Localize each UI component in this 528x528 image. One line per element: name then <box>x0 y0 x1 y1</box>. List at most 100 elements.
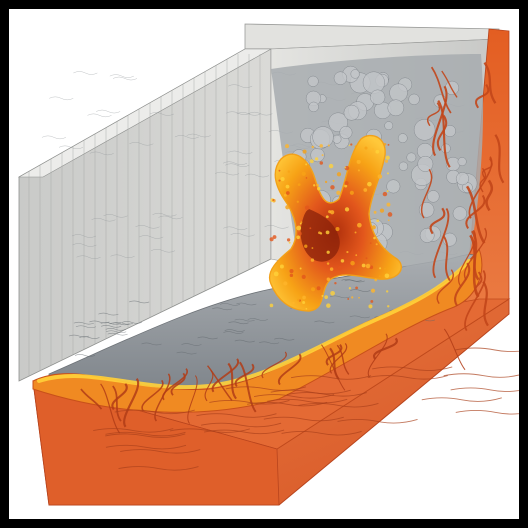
base-streak <box>120 449 201 454</box>
plume-speckle <box>292 301 295 305</box>
wall-mesh-stroke <box>236 112 261 116</box>
magma-root <box>80 388 103 410</box>
magma-root <box>494 134 505 184</box>
base-streak <box>450 387 519 392</box>
basin-ripple <box>212 307 233 311</box>
plume-speckle <box>354 145 357 148</box>
plume-speckle <box>296 298 300 302</box>
plume-speckle <box>304 205 310 210</box>
magma-root <box>475 83 490 109</box>
base-streak <box>270 389 351 395</box>
plume-speckle <box>365 257 368 260</box>
basin-ripple <box>107 332 128 336</box>
magma-root <box>329 342 348 374</box>
wall-mesh-stroke <box>222 161 248 165</box>
plume-speckle <box>285 191 290 195</box>
base-streak <box>421 397 502 402</box>
magma-root <box>206 365 233 401</box>
basin-ripple <box>344 279 365 283</box>
plume-speckle <box>365 263 371 269</box>
magma-root <box>432 85 448 157</box>
wall-mesh-stroke <box>103 214 128 218</box>
magma-root <box>429 207 446 235</box>
basin-ripple <box>73 321 94 325</box>
plume-speckle <box>313 184 316 187</box>
plume-speckle <box>325 230 330 235</box>
plume-speckle <box>310 258 315 262</box>
magma-root <box>437 100 451 168</box>
base-streak <box>201 422 282 428</box>
plume-speckle <box>304 244 308 248</box>
wall-mesh-stroke <box>73 71 98 75</box>
plume-speckle <box>379 267 382 270</box>
basin-ripple <box>349 315 370 319</box>
wave-curl <box>406 152 417 163</box>
plume-speckle <box>361 263 366 268</box>
plume-speckle <box>316 183 319 187</box>
wave-curl <box>413 119 436 141</box>
base-streak <box>196 413 277 418</box>
plume-speckle <box>344 181 349 186</box>
magma-root <box>170 372 186 396</box>
plume-speckle <box>289 269 294 274</box>
plume-speckle <box>311 247 314 249</box>
basin-ripple <box>258 341 280 345</box>
basin-ripple <box>234 339 255 343</box>
base-streak <box>204 429 285 435</box>
plume-speckle <box>378 275 381 278</box>
plume-speckle <box>296 200 299 203</box>
magma-root <box>454 262 471 307</box>
plume-speckle <box>373 210 377 214</box>
illustration-canvas <box>9 9 519 519</box>
plume-speckle <box>387 219 390 222</box>
plume-speckle <box>280 176 285 182</box>
base-streak <box>105 433 186 438</box>
wave-curl <box>398 161 409 171</box>
wall-mesh-stroke <box>58 145 84 150</box>
plume-speckle <box>370 299 374 303</box>
plume-speckle <box>358 296 360 299</box>
base-streak <box>281 430 362 436</box>
magma-root <box>441 70 458 98</box>
magma-root <box>427 102 441 127</box>
wall-mesh-stroke <box>244 173 270 178</box>
plume-speckle <box>355 286 358 290</box>
wave-curl <box>408 93 420 105</box>
wall-mesh-stroke <box>174 135 200 139</box>
plume-speckle <box>346 250 349 254</box>
plume-speckle <box>336 172 342 177</box>
magma-root <box>211 358 240 393</box>
base-streak <box>454 347 519 353</box>
plume-speckle <box>272 199 275 202</box>
plume-speckle <box>285 184 290 189</box>
wall-mesh-stroke <box>214 171 240 176</box>
plume-speckle <box>351 296 354 299</box>
wall-mesh-stroke <box>152 212 177 217</box>
wall-mesh-stroke <box>72 243 97 247</box>
plume-speckle <box>364 146 368 150</box>
wave-curl <box>427 190 440 203</box>
basin-ripple <box>75 325 97 329</box>
basin-ripple <box>234 318 255 322</box>
plume-speckle <box>330 290 335 296</box>
plume-speckle <box>332 179 335 182</box>
wall-mesh-stroke <box>91 217 116 222</box>
magma-root <box>111 383 128 411</box>
plume-speckle <box>269 303 274 308</box>
magma-root <box>465 185 486 244</box>
plume-speckle <box>309 227 312 230</box>
basin-ripple <box>106 330 127 334</box>
base-streak <box>455 409 519 415</box>
plume-speckle <box>309 159 314 164</box>
wall-mesh-stroke <box>112 76 138 81</box>
plume-speckle <box>330 210 335 215</box>
plume-speckle <box>363 188 368 192</box>
base-streak <box>93 428 174 433</box>
magma-root <box>227 362 237 400</box>
magma-root <box>421 168 433 219</box>
plume-speckle <box>283 281 288 286</box>
base-streak <box>286 392 367 397</box>
plume-speckle <box>272 235 277 239</box>
basin-ripple <box>109 322 130 326</box>
wall-mesh-stroke <box>129 142 154 146</box>
